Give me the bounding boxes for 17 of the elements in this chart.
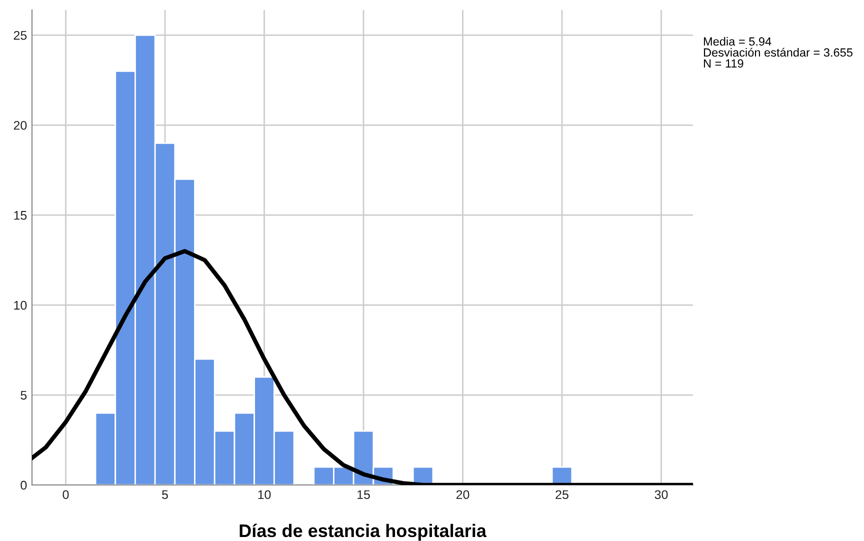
y-tick-label: 0 <box>20 480 27 490</box>
x-tick-label: 0 <box>62 490 69 500</box>
x-axis-title: Días de estancia hospitalaria <box>240 524 487 541</box>
y-tick-label: 25 <box>14 30 27 40</box>
x-tick-label: 15 <box>357 490 370 500</box>
y-tick-label: 10 <box>14 300 27 310</box>
x-tick-label: 30 <box>654 490 668 500</box>
y-tick-label: 20 <box>14 120 27 130</box>
x-tick-label: 20 <box>456 490 470 500</box>
y-tick-label: 5 <box>20 390 27 400</box>
text: Media = 5.94 <box>704 37 772 46</box>
x-tick-label: 25 <box>556 490 568 500</box>
y-tick-label: 15 <box>14 211 27 220</box>
x-tick-label: 5 <box>162 490 168 500</box>
text: Desviación estándar = 3.655 <box>704 48 852 57</box>
text: N = 119 <box>704 59 744 68</box>
x-tick-label: 10 <box>258 490 271 500</box>
